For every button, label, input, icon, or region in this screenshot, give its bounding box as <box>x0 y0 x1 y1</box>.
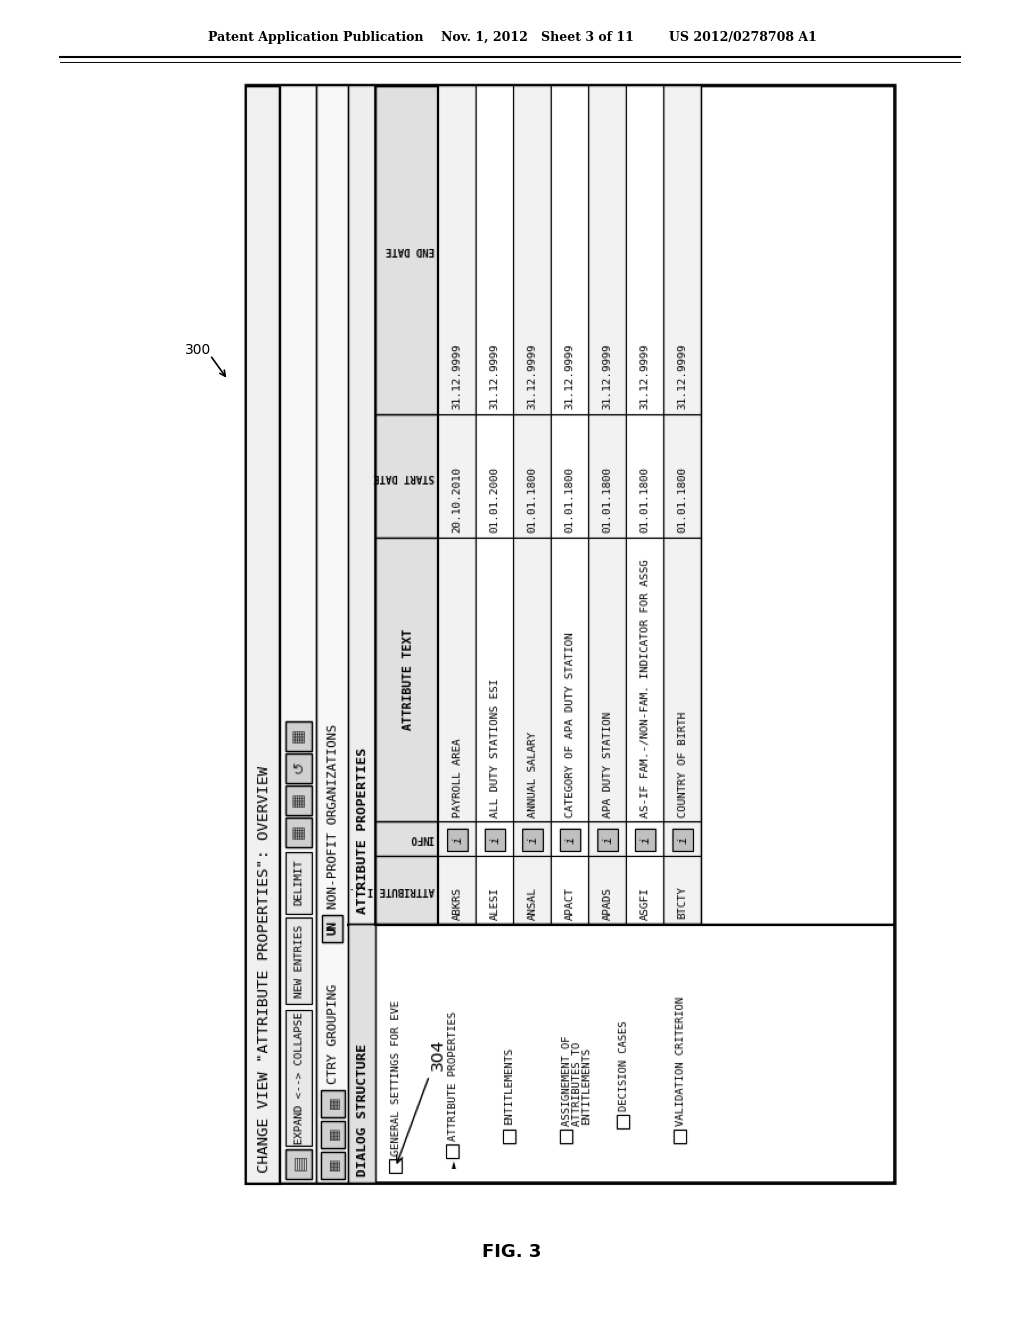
Text: 302: 302 <box>680 942 707 957</box>
Text: Patent Application Publication    Nov. 1, 2012   Sheet 3 of 11        US 2012/02: Patent Application Publication Nov. 1, 2… <box>208 32 816 45</box>
Text: FIG. 3: FIG. 3 <box>482 1243 542 1261</box>
Text: 300: 300 <box>185 343 211 356</box>
